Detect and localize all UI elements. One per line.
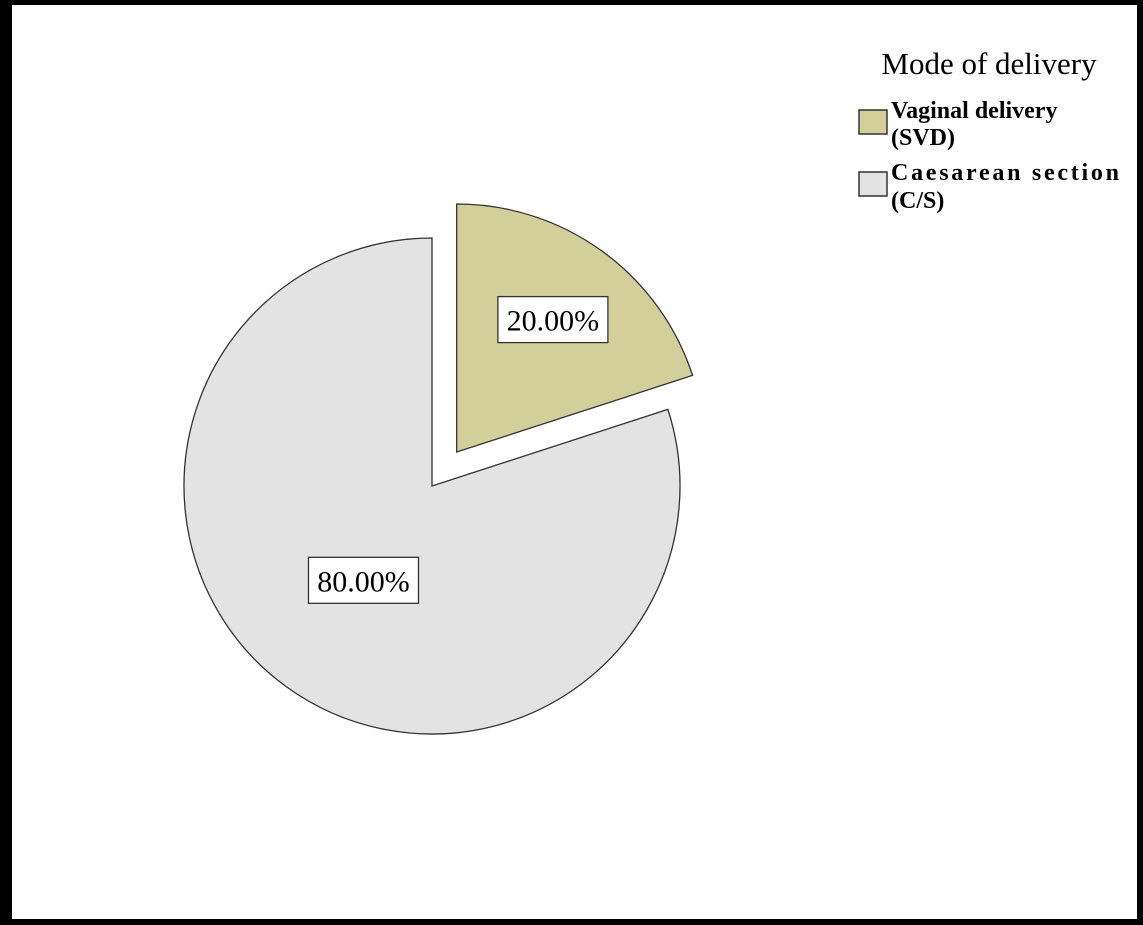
pie-slice-caesarean-section xyxy=(183,237,681,735)
legend-swatch-vaginal-delivery xyxy=(858,109,888,135)
data-label-vaginal-delivery: 20.00% xyxy=(497,295,609,344)
legend-entry-vaginal-delivery: Vaginal delivery (SVD) xyxy=(858,98,1057,151)
data-label-box-caesarean-section xyxy=(307,556,420,604)
legend-entry-caesarean-section: Caesarean section (C/S) xyxy=(858,160,1119,214)
data-label-caesarean-section: 80.00% xyxy=(307,556,420,604)
data-label-box-vaginal-delivery xyxy=(497,295,609,344)
pie-data-labels: 20.00% 80.00% xyxy=(307,295,609,604)
data-label-text-vaginal-delivery: 20.00% xyxy=(507,305,600,338)
legend-label-caesarean-section: Caesarean section xyxy=(891,160,1119,186)
legend-swatch-caesarean-section xyxy=(858,171,888,197)
data-label-text-caesarean-section: 80.00% xyxy=(317,565,410,598)
legend: Mode of delivery Vaginal delivery (SVD) … xyxy=(858,46,1119,214)
pie-slices xyxy=(183,203,694,735)
legend-title: Mode of delivery xyxy=(881,46,1097,81)
legend-label-caesarean-section-line2: (C/S) xyxy=(891,188,944,214)
legend-label-vaginal-delivery-line2: (SVD) xyxy=(891,125,955,151)
legend-label-vaginal-delivery: Vaginal delivery xyxy=(891,98,1057,124)
